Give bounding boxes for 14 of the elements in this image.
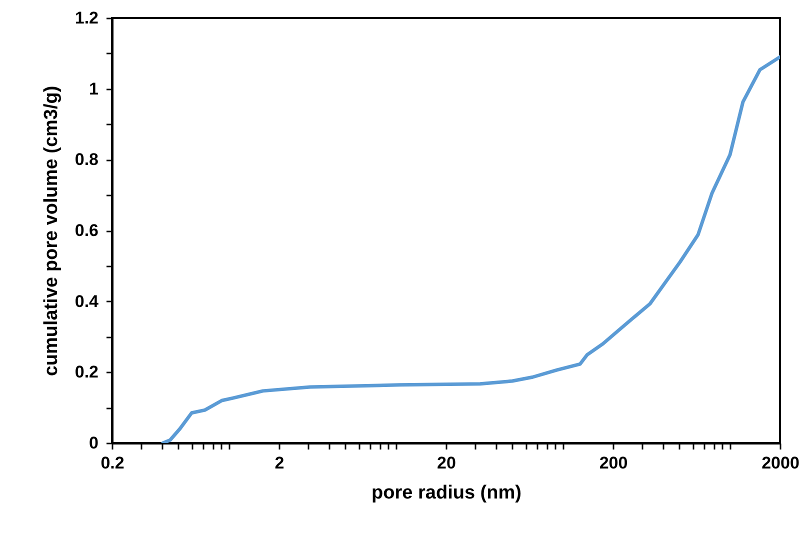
x-tick-label: 20	[437, 454, 456, 472]
y-tick-label: 1	[89, 79, 98, 98]
x-tick-label: 2000	[762, 454, 800, 472]
y-tick-label: 0.8	[74, 150, 98, 170]
x-axis-title: pore radius (nm)	[372, 482, 522, 504]
y-tick-label: 0.2	[74, 362, 98, 382]
x-tick-label: 200	[599, 454, 628, 472]
y-tick-label: 0.6	[74, 221, 98, 240]
y-axis-title: cumulative pore volume (cm3/g)	[40, 86, 62, 376]
y-tick-label: 0.4	[74, 292, 100, 311]
y-tick-label: 0	[89, 434, 98, 452]
x-tick-label: 0.2	[100, 454, 124, 472]
y-tick-label: 1.2	[74, 8, 98, 28]
x-tick-label: 2	[274, 454, 284, 472]
